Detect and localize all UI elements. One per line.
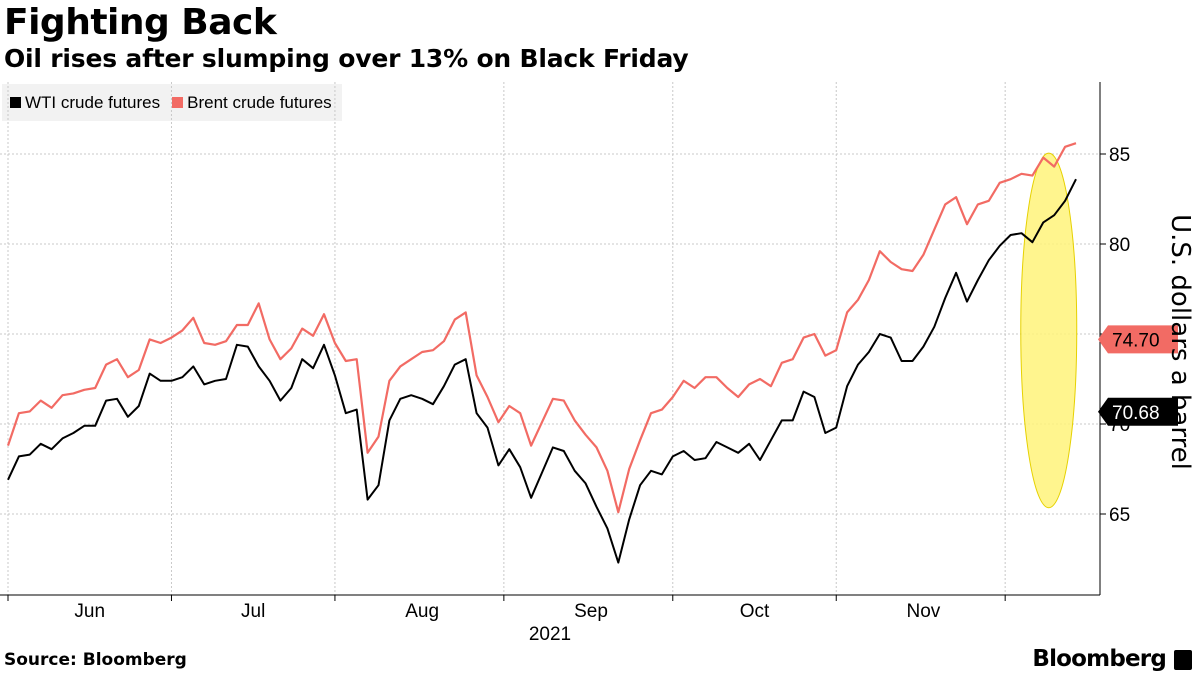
- chart-legend: WTI crude futures Brent crude futures: [2, 84, 342, 121]
- x-axis-year-label: 2021: [529, 624, 571, 645]
- legend-item-wti: WTI crude futures: [10, 93, 160, 113]
- last-value-flag-brent: 74.70: [1098, 325, 1178, 354]
- legend-label-brent: Brent crude futures: [187, 92, 332, 112]
- source-note: Source: Bloomberg: [4, 650, 187, 670]
- x-tick-label: Jun: [74, 601, 105, 622]
- x-tick-label: Aug: [405, 601, 439, 622]
- chart-title: Fighting Back: [4, 2, 277, 43]
- y-tick-label: 65: [1109, 505, 1130, 526]
- highlight-layer: [1020, 152, 1078, 509]
- x-tick-label: Nov: [907, 601, 941, 622]
- x-tick-label: Sep: [574, 601, 608, 622]
- y-tick-label: 85: [1109, 145, 1130, 166]
- brand-logo-text: Bloomberg: [1032, 646, 1166, 672]
- series-line-brent: [6, 142, 1077, 514]
- highlight-ellipse: [1020, 152, 1078, 509]
- last-value-flag-wti: 70.68: [1098, 397, 1178, 426]
- legend-label-wti: WTI crude futures: [25, 92, 161, 112]
- last-value-label: 70.68: [1112, 403, 1160, 424]
- last-value-flag-shape: [1098, 397, 1178, 426]
- legend-item-brent: Brent crude futures: [172, 93, 332, 113]
- series-line-wti: [7, 178, 1077, 564]
- y-tick-label: 80: [1109, 235, 1130, 256]
- series-layer: [6, 142, 1077, 564]
- last-value-label: 74.70: [1112, 330, 1160, 351]
- last-value-flag-shape: [1098, 325, 1178, 354]
- y-axis-title: U.S. dollars a barrel: [1165, 214, 1195, 470]
- chart-subtitle: Oil rises after slumping over 13% on Bla…: [4, 44, 689, 73]
- x-tick-label: Oct: [740, 601, 770, 622]
- x-tick-label: Jul: [241, 601, 265, 622]
- legend-swatch-brent: [172, 97, 184, 108]
- grid-layer: [0, 82, 1100, 595]
- brand-mark-icon: [1174, 650, 1192, 670]
- legend-swatch-wti: [10, 97, 21, 108]
